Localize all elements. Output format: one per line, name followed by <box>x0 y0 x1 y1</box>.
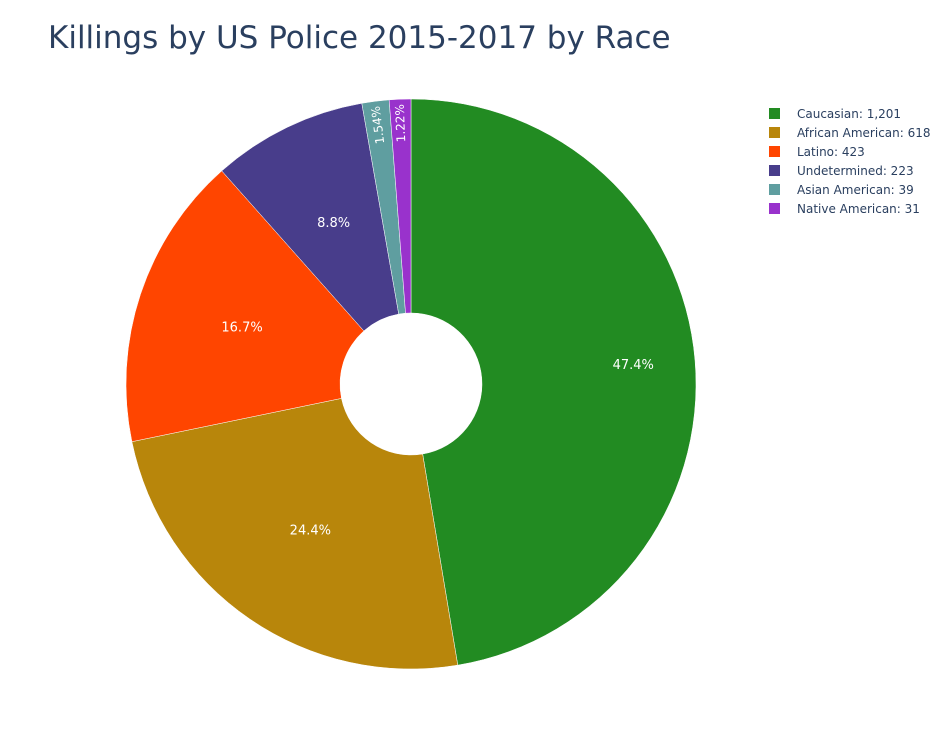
legend-item-native-american[interactable]: Native American: 31 <box>769 199 931 218</box>
legend-item-asian-american[interactable]: Asian American: 39 <box>769 180 931 199</box>
legend-swatch <box>769 127 780 138</box>
legend-label: Caucasian: 1,201 <box>797 106 902 121</box>
legend-swatch <box>769 165 780 176</box>
pie-slice-african-american[interactable] <box>131 398 459 670</box>
legend-item-undetermined[interactable]: Undetermined: 223 <box>769 161 931 180</box>
legend-swatch <box>769 184 780 195</box>
legend-swatch <box>769 146 780 157</box>
pie-slice-native-american[interactable] <box>388 98 412 314</box>
legend-item-caucasian[interactable]: Caucasian: 1,201 <box>769 104 931 123</box>
legend-swatch <box>769 108 780 119</box>
slice-label-caucasian: 47.4% <box>613 358 654 373</box>
slice-label-undetermined: 8.8% <box>317 216 350 231</box>
legend-item-african-american[interactable]: African American: 618 <box>769 123 931 142</box>
legend-label: Undetermined: 223 <box>797 163 914 178</box>
legend-swatch <box>769 203 780 214</box>
pie-slice-undetermined[interactable] <box>221 102 400 332</box>
legend-label: African American: 618 <box>797 125 931 140</box>
pie-slice-latino[interactable] <box>125 170 365 442</box>
legend-label: Native American: 31 <box>797 201 920 216</box>
legend: Caucasian: 1,201 African American: 618 Lat… <box>769 104 931 218</box>
legend-label: Asian American: 39 <box>797 182 914 197</box>
slice-label-latino: 16.7% <box>221 320 262 335</box>
legend-label: Latino: 423 <box>797 144 865 159</box>
pie-slice-caucasian[interactable] <box>410 98 697 666</box>
chart-title: Killings by US Police 2015-2017 by Race <box>48 20 671 56</box>
legend-item-latino[interactable]: Latino: 423 <box>769 142 931 161</box>
slice-label-african-american: 24.4% <box>290 523 331 538</box>
slice-label-native-american: 1.22% <box>393 104 408 143</box>
slice-label-asian-american: 1.54% <box>369 105 388 145</box>
